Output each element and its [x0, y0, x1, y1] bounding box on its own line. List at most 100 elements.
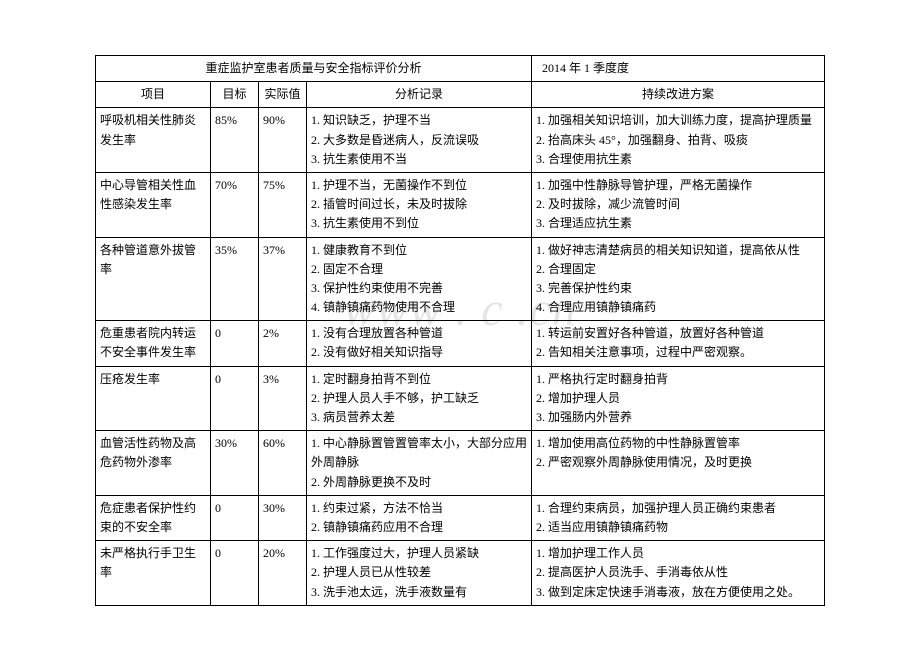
analysis-line: 2. 插管时间过长，未及时拔除 — [311, 195, 527, 214]
improve-line: 1. 增加使用高位药物的中性静脉置管率 — [536, 434, 820, 453]
cell-actual: 2% — [259, 321, 307, 366]
cell-improve: 1. 增加使用高位药物的中性静脉置管率2. 严密观察外周静脉使用情况，及时更换 — [532, 431, 825, 496]
analysis-line: 2. 没有做好相关知识指导 — [311, 343, 527, 362]
cell-actual: 30% — [259, 495, 307, 540]
table-row: 各种管道意外拔管率35%37%1. 健康教育不到位2. 固定不合理3. 保护性约… — [96, 237, 825, 321]
improve-line: 2. 增加护理人员 — [536, 389, 820, 408]
header-analysis: 分析记录 — [307, 82, 532, 108]
improve-line: 1. 做好神志清楚病员的相关知识知道，提高依从性 — [536, 241, 820, 260]
cell-analysis: 1. 知识缺乏，护理不当2. 大多数是昏迷病人，反流误吸3. 抗生素使用不当 — [307, 108, 532, 173]
cell-item: 呼吸机相关性肺炎发生率 — [96, 108, 211, 173]
improve-line: 2. 抬高床头 45°，加强翻身、拍背、吸痰 — [536, 131, 820, 150]
improve-line: 3. 合理适应抗生素 — [536, 214, 820, 233]
cell-improve: 1. 加强相关知识培训，加大训练力度，提高护理质量2. 抬高床头 45°，加强翻… — [532, 108, 825, 173]
cell-target: 85% — [211, 108, 259, 173]
analysis-line: 3. 洗手池太远，洗手液数量有 — [311, 583, 527, 602]
cell-target: 30% — [211, 431, 259, 496]
analysis-line: 3. 保护性约束使用不完善 — [311, 279, 527, 298]
cell-actual: 60% — [259, 431, 307, 496]
cell-item: 危重患者院内转运不安全事件发生率 — [96, 321, 211, 366]
cell-item: 各种管道意外拔管率 — [96, 237, 211, 321]
improve-line: 1. 增加护理工作人员 — [536, 544, 820, 563]
analysis-line: 1. 定时翻身拍背不到位 — [311, 370, 527, 389]
analysis-line: 2. 外周静脉更换不及时 — [311, 473, 527, 492]
cell-improve: 1. 做好神志清楚病员的相关知识知道，提高依从性2. 合理固定3. 完善保护性约… — [532, 237, 825, 321]
header-row: 项目 目标 实际值 分析记录 持续改进方案 — [96, 82, 825, 108]
cell-target: 0 — [211, 495, 259, 540]
cell-analysis: 1. 没有合理放置各种管道2. 没有做好相关知识指导 — [307, 321, 532, 366]
cell-actual: 3% — [259, 366, 307, 431]
cell-improve: 1. 加强中性静脉导管护理，严格无菌操作2. 及时拔除，减少流管时间3. 合理适… — [532, 172, 825, 237]
cell-improve: 1. 严格执行定时翻身拍背2. 增加护理人员3. 加强肠内外营养 — [532, 366, 825, 431]
cell-improve: 1. 合理约束病员，加强护理人员正确约束患者2. 适当应用镇静镇痛药物 — [532, 495, 825, 540]
analysis-line: 2. 护理人员已从性较差 — [311, 563, 527, 582]
analysis-line: 4. 镇静镇痛药物使用不合理 — [311, 298, 527, 317]
cell-actual: 90% — [259, 108, 307, 173]
improve-line: 3. 做到定床定快速手消毒液，放在方便使用之处。 — [536, 583, 820, 602]
analysis-line: 1. 没有合理放置各种管道 — [311, 324, 527, 343]
cell-target: 0 — [211, 366, 259, 431]
header-target: 目标 — [211, 82, 259, 108]
header-improve: 持续改进方案 — [532, 82, 825, 108]
analysis-line: 3. 抗生素使用不当 — [311, 150, 527, 169]
analysis-line: 1. 知识缺乏，护理不当 — [311, 111, 527, 130]
improve-line: 1. 转运前安置好各种管道，放置好各种管道 — [536, 324, 820, 343]
cell-target: 0 — [211, 541, 259, 606]
table-row: 中心导管相关性血性感染发生率70%75%1. 护理不当，无菌操作不到位2. 插管… — [96, 172, 825, 237]
analysis-line: 2. 镇静镇痛药应用不合理 — [311, 518, 527, 537]
improve-line: 2. 提高医护人员洗手、手消毒依从性 — [536, 563, 820, 582]
improve-line: 2. 及时拔除，减少流管时间 — [536, 195, 820, 214]
cell-analysis: 1. 中心静脉置管置管率太小，大部分应用外周静脉2. 外周静脉更换不及时 — [307, 431, 532, 496]
table-row: 压疮发生率03%1. 定时翻身拍背不到位2. 护理人员人手不够，护工缺乏3. 病… — [96, 366, 825, 431]
cell-actual: 37% — [259, 237, 307, 321]
title-row: 重症监护室患者质量与安全指标评价分析 2014 年 1 季度度 — [96, 56, 825, 82]
table-row: 呼吸机相关性肺炎发生率85%90%1. 知识缺乏，护理不当2. 大多数是昏迷病人… — [96, 108, 825, 173]
title-right: 2014 年 1 季度度 — [532, 56, 825, 82]
cell-improve: 1. 增加护理工作人员2. 提高医护人员洗手、手消毒依从性3. 做到定床定快速手… — [532, 541, 825, 606]
analysis-line: 3. 病员营养太差 — [311, 408, 527, 427]
improve-line: 1. 合理约束病员，加强护理人员正确约束患者 — [536, 499, 820, 518]
improve-line: 3. 加强肠内外营养 — [536, 408, 820, 427]
cell-item: 中心导管相关性血性感染发生率 — [96, 172, 211, 237]
improve-line: 1. 加强中性静脉导管护理，严格无菌操作 — [536, 176, 820, 195]
cell-actual: 75% — [259, 172, 307, 237]
cell-target: 70% — [211, 172, 259, 237]
quality-table: 重症监护室患者质量与安全指标评价分析 2014 年 1 季度度 项目 目标 实际… — [95, 55, 825, 606]
analysis-line: 1. 健康教育不到位 — [311, 241, 527, 260]
cell-item: 压疮发生率 — [96, 366, 211, 431]
improve-line: 3. 合理使用抗生素 — [536, 150, 820, 169]
improve-line: 2. 告知相关注意事项，过程中严密观察。 — [536, 343, 820, 362]
improve-line: 2. 严密观察外周静脉使用情况，及时更换 — [536, 453, 820, 472]
improve-line: 1. 严格执行定时翻身拍背 — [536, 370, 820, 389]
cell-analysis: 1. 定时翻身拍背不到位2. 护理人员人手不够，护工缺乏3. 病员营养太差 — [307, 366, 532, 431]
table-row: 血管活性药物及高危药物外渗率30%60%1. 中心静脉置管置管率太小，大部分应用… — [96, 431, 825, 496]
cell-analysis: 1. 工作强度过大，护理人员紧缺2. 护理人员已从性较差3. 洗手池太远，洗手液… — [307, 541, 532, 606]
cell-analysis: 1. 护理不当，无菌操作不到位2. 插管时间过长，未及时拔除3. 抗生素使用不到… — [307, 172, 532, 237]
analysis-line: 1. 工作强度过大，护理人员紧缺 — [311, 544, 527, 563]
analysis-line: 1. 中心静脉置管置管率太小，大部分应用外周静脉 — [311, 434, 527, 472]
cell-item: 危症患者保护性约束的不安全率 — [96, 495, 211, 540]
analysis-line: 1. 护理不当，无菌操作不到位 — [311, 176, 527, 195]
improve-line: 4. 合理应用镇静镇痛药 — [536, 298, 820, 317]
cell-target: 35% — [211, 237, 259, 321]
table-row: 未严格执行手卫生率020%1. 工作强度过大，护理人员紧缺2. 护理人员已从性较… — [96, 541, 825, 606]
analysis-line: 1. 约束过紧，方法不恰当 — [311, 499, 527, 518]
analysis-line: 2. 大多数是昏迷病人，反流误吸 — [311, 131, 527, 150]
improve-line: 2. 适当应用镇静镇痛药物 — [536, 518, 820, 537]
improve-line: 3. 完善保护性约束 — [536, 279, 820, 298]
header-item: 项目 — [96, 82, 211, 108]
cell-actual: 20% — [259, 541, 307, 606]
cell-improve: 1. 转运前安置好各种管道，放置好各种管道2. 告知相关注意事项，过程中严密观察… — [532, 321, 825, 366]
title-left: 重症监护室患者质量与安全指标评价分析 — [96, 56, 532, 82]
improve-line: 1. 加强相关知识培训，加大训练力度，提高护理质量 — [536, 111, 820, 130]
analysis-line: 3. 抗生素使用不到位 — [311, 214, 527, 233]
cell-item: 血管活性药物及高危药物外渗率 — [96, 431, 211, 496]
cell-analysis: 1. 约束过紧，方法不恰当2. 镇静镇痛药应用不合理 — [307, 495, 532, 540]
header-actual: 实际值 — [259, 82, 307, 108]
cell-item: 未严格执行手卫生率 — [96, 541, 211, 606]
cell-target: 0 — [211, 321, 259, 366]
cell-analysis: 1. 健康教育不到位2. 固定不合理3. 保护性约束使用不完善4. 镇静镇痛药物… — [307, 237, 532, 321]
analysis-line: 2. 护理人员人手不够，护工缺乏 — [311, 389, 527, 408]
improve-line: 2. 合理固定 — [536, 260, 820, 279]
table-row: 危症患者保护性约束的不安全率030%1. 约束过紧，方法不恰当2. 镇静镇痛药应… — [96, 495, 825, 540]
